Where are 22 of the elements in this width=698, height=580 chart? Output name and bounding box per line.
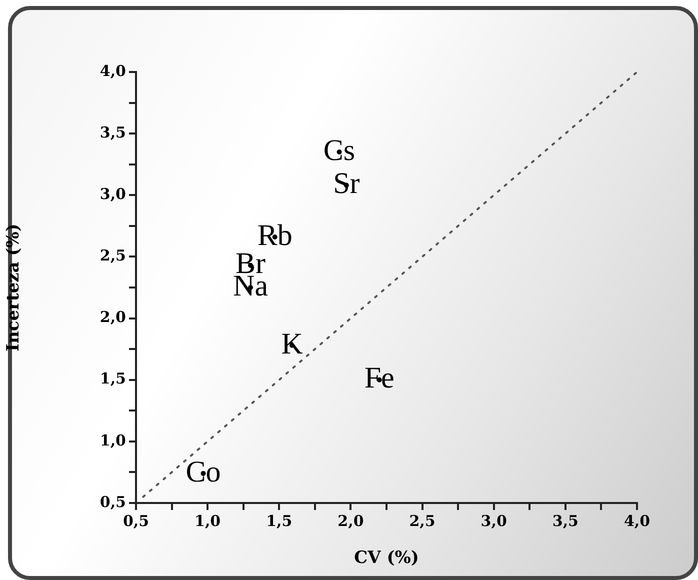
x-tick-label: 0,5	[122, 512, 150, 530]
y-axis-title: Incerteza (%)	[4, 224, 24, 352]
x-axis-title: CV (%)	[354, 548, 419, 568]
y-tick-label: 4,0	[100, 62, 126, 80]
x-tick-label: 2,5	[409, 512, 436, 530]
x-tick-label: 1,5	[266, 512, 292, 530]
x-tick-label: 1,0	[194, 512, 221, 530]
series-label: Cs	[323, 134, 356, 167]
x-tick-label: 4,0	[624, 512, 650, 530]
series-label: Rb	[257, 218, 292, 252]
series-label: Fe	[364, 362, 394, 395]
y-tick-label: 1,0	[100, 431, 126, 450]
y-tick-label: 2,0	[100, 308, 126, 326]
x-tick-label: 3,5	[552, 512, 578, 530]
series-label: Co	[186, 455, 221, 488]
x-tick-label: 3,0	[480, 512, 507, 530]
y-tick-label: 3,0	[100, 185, 126, 204]
y-tick-label: 2,5	[100, 246, 126, 265]
x-tick-label: 2,0	[338, 512, 364, 530]
y-tick-label: 0,5	[100, 492, 126, 511]
y-tick-label: 3,5	[100, 123, 126, 142]
y-tick-label: 1,5	[100, 370, 126, 388]
